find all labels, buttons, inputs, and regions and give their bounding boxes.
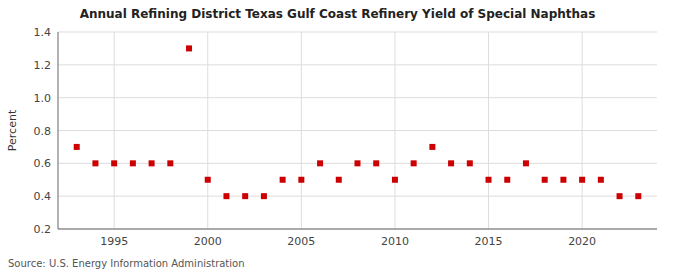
point [467, 160, 473, 166]
point [560, 177, 566, 183]
point [598, 177, 604, 183]
y-tick-label: 0.4 [34, 190, 52, 203]
point [111, 160, 117, 166]
point [504, 177, 510, 183]
points [74, 45, 642, 199]
point [523, 160, 529, 166]
y-grid-line [58, 196, 657, 197]
y-tick-label: 0.8 [34, 125, 52, 138]
grid [58, 32, 657, 229]
y-axis-label: Percent [6, 109, 19, 151]
x-grid-line [207, 32, 208, 229]
point [317, 160, 323, 166]
point [149, 160, 155, 166]
point [205, 177, 211, 183]
x-tick-label: 1995 [100, 235, 128, 248]
point [74, 144, 80, 150]
x-grid-line [394, 32, 395, 229]
point [242, 193, 248, 199]
x-axis-line [58, 229, 657, 230]
point [167, 160, 173, 166]
y-tick-label: 0.6 [34, 157, 52, 170]
y-grid-line [58, 32, 657, 33]
y-grid-line [58, 130, 657, 131]
point [392, 177, 398, 183]
point [336, 177, 342, 183]
x-tick-label: 2010 [381, 235, 409, 248]
point [411, 160, 417, 166]
point [635, 193, 641, 199]
y-tick-label: 0.2 [34, 223, 52, 236]
x-grid-line [582, 32, 583, 229]
y-axis-line [58, 32, 59, 229]
point [223, 193, 229, 199]
point [429, 144, 435, 150]
title: Annual Refining District Texas Gulf Coas… [80, 7, 596, 21]
x-grid-line [301, 32, 302, 229]
point [280, 177, 286, 183]
point [579, 177, 585, 183]
point [617, 193, 623, 199]
point [448, 160, 454, 166]
y-grid-line [58, 64, 657, 65]
point [298, 177, 304, 183]
point [130, 160, 136, 166]
point [355, 160, 361, 166]
x-tick-label: 2020 [568, 235, 596, 248]
x-tick-label: 2015 [475, 235, 503, 248]
x-grid-line [488, 32, 489, 229]
point [486, 177, 492, 183]
point [261, 193, 267, 199]
y-grid-line [58, 97, 657, 98]
y-tick-label: 1.0 [34, 92, 52, 105]
y-tick-label: 1.4 [34, 26, 52, 39]
y-tick-label: 1.2 [34, 59, 52, 72]
point [186, 45, 192, 51]
x-tick-label: 2000 [194, 235, 222, 248]
point [92, 160, 98, 166]
point [542, 177, 548, 183]
y-grid-line [58, 229, 657, 230]
source: Source: U.S. Energy Information Administ… [8, 258, 245, 269]
chart: 0.2 0.4 0.6 0.8 1.0 1.2 1.4 1995 2000 2005 2010 201… [0, 0, 675, 275]
x-grid-line [114, 32, 115, 229]
point [373, 160, 379, 166]
x-tick-label: 2005 [287, 235, 315, 248]
